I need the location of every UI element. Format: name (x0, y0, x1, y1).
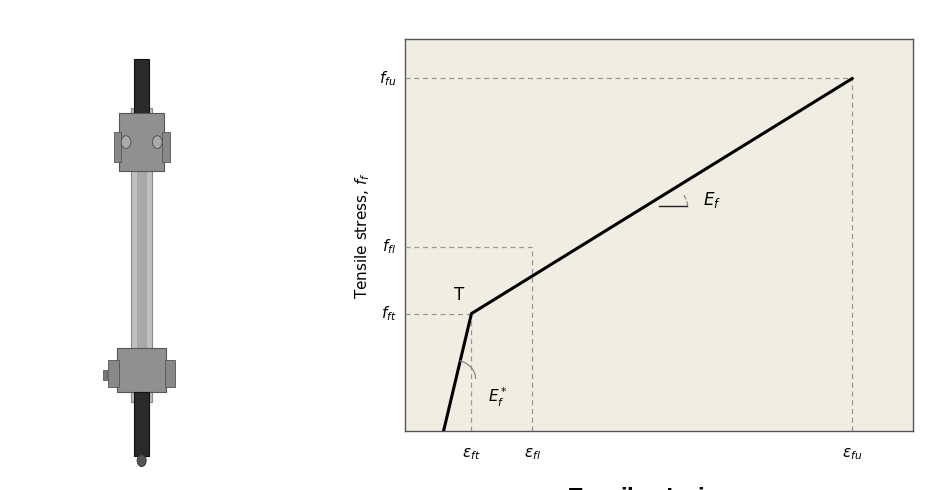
Text: $\varepsilon_{fu}$: $\varepsilon_{fu}$ (843, 446, 862, 462)
Text: $f_{fl}$: $f_{fl}$ (382, 238, 396, 256)
FancyBboxPatch shape (103, 370, 107, 380)
Circle shape (153, 136, 162, 148)
Circle shape (137, 455, 146, 466)
Text: Tensile strain, $\varepsilon_f$: Tensile strain, $\varepsilon_f$ (568, 486, 751, 490)
Text: Tensile stress, $f_f$: Tensile stress, $f_f$ (353, 172, 372, 298)
FancyBboxPatch shape (117, 348, 166, 392)
FancyBboxPatch shape (137, 127, 146, 382)
FancyBboxPatch shape (108, 360, 118, 387)
Text: $f_{fu}$: $f_{fu}$ (379, 69, 396, 88)
Text: $\varepsilon_{fl}$: $\varepsilon_{fl}$ (524, 446, 541, 462)
FancyBboxPatch shape (114, 132, 121, 162)
FancyBboxPatch shape (165, 360, 175, 387)
Circle shape (121, 136, 130, 148)
FancyBboxPatch shape (131, 108, 152, 402)
Text: $\varepsilon_{ft}$: $\varepsilon_{ft}$ (462, 446, 481, 462)
Text: T: T (454, 286, 464, 304)
FancyBboxPatch shape (134, 59, 149, 113)
Text: $f_{ft}$: $f_{ft}$ (380, 304, 396, 323)
Text: $E_f^*$: $E_f^*$ (488, 386, 508, 409)
FancyBboxPatch shape (162, 132, 170, 162)
Text: $E_f$: $E_f$ (703, 190, 720, 210)
FancyBboxPatch shape (119, 113, 164, 172)
FancyBboxPatch shape (134, 392, 149, 456)
